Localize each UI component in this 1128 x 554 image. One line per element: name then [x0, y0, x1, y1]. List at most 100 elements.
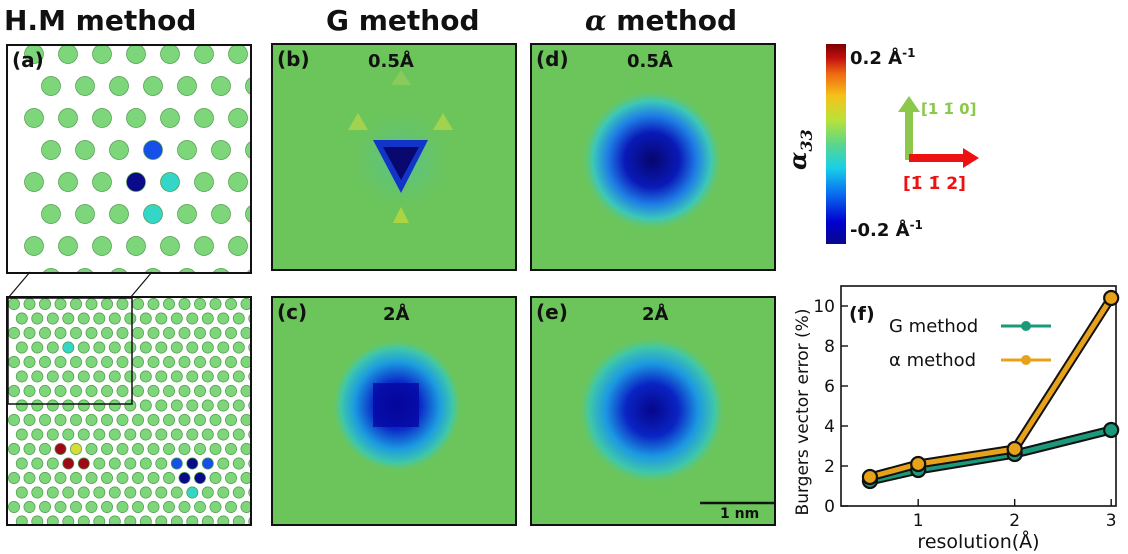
atom [201, 399, 214, 412]
atom [160, 46, 180, 64]
atom [248, 372, 250, 381]
panel-e-field [577, 335, 774, 505]
atom [54, 327, 67, 339]
atom [124, 486, 137, 499]
arrow-up-head [898, 96, 920, 112]
atom [77, 486, 90, 499]
atom [245, 77, 250, 95]
panel-d-core [580, 88, 724, 232]
x-axis-label: resolution(Å) [917, 530, 1039, 552]
panel-b-label: (b) [277, 47, 310, 71]
atom [77, 268, 93, 272]
atom [92, 172, 112, 192]
atom [155, 486, 168, 499]
atom [177, 76, 197, 96]
atom [217, 428, 230, 441]
atom [31, 457, 44, 470]
atom [23, 327, 36, 339]
atom [147, 472, 160, 484]
atom [139, 428, 152, 441]
atom [232, 515, 245, 524]
atom [46, 341, 59, 354]
atom [132, 298, 144, 310]
atom [41, 76, 61, 96]
atom [232, 399, 245, 412]
atom [225, 443, 237, 455]
atom [39, 385, 51, 397]
y-tick-label: 10 [813, 297, 835, 317]
legend-marker [1021, 321, 1031, 331]
atom [93, 486, 106, 499]
atom [209, 327, 222, 339]
panel-a-overview-lattice [8, 298, 250, 524]
atom [108, 486, 121, 499]
atom [77, 515, 90, 524]
panel-e-label: (e) [536, 300, 568, 324]
atom [58, 236, 78, 256]
atom [147, 327, 160, 339]
atom [70, 414, 82, 426]
atom [217, 399, 230, 412]
atom [8, 472, 20, 484]
atom [225, 501, 237, 513]
atom [24, 108, 44, 128]
atom [85, 298, 98, 310]
atom [116, 298, 129, 310]
legend-label: G method [889, 316, 978, 337]
atom [77, 341, 90, 354]
atom [240, 414, 250, 426]
atom [170, 515, 183, 524]
atom [58, 46, 78, 64]
alpha-title-suffix: method [616, 4, 738, 37]
atom [139, 486, 152, 499]
atom [108, 312, 121, 325]
atom [132, 385, 144, 397]
atom [155, 515, 168, 524]
atom [232, 370, 245, 383]
atom [170, 457, 183, 470]
zoom-connector-lines [7, 271, 153, 299]
atom [211, 204, 231, 224]
atom [217, 515, 230, 524]
colorbar-quantity: α33 [783, 129, 816, 170]
atom [54, 298, 67, 310]
atom [194, 356, 206, 368]
colorbar-max-text: 0.2 Å [850, 48, 903, 69]
atom [163, 356, 175, 368]
atom [217, 370, 230, 383]
atom [163, 385, 175, 397]
atom [186, 341, 199, 354]
atom [170, 428, 183, 441]
legend-label: α method [889, 350, 976, 371]
atom [163, 414, 175, 426]
atom [177, 140, 197, 160]
atom [186, 370, 199, 383]
atom [70, 385, 82, 397]
atom [163, 443, 175, 455]
atom [147, 298, 160, 310]
atom [31, 515, 44, 524]
atom [85, 501, 98, 513]
atom [8, 501, 20, 513]
panel-b: (b) 0.5Å [271, 43, 517, 271]
atom [70, 443, 82, 455]
arrow-up-shaft [905, 110, 913, 160]
colorbar-min-text: -0.2 Å [850, 220, 910, 241]
colorbar-min-exp: -1 [909, 218, 923, 232]
atom [217, 341, 230, 354]
atom [178, 414, 191, 426]
x-tick-label: 1 [913, 511, 924, 531]
atom [108, 341, 121, 354]
atom [46, 428, 59, 441]
atom [85, 414, 98, 426]
atom [124, 399, 137, 412]
atom [194, 501, 206, 513]
atom [217, 486, 230, 499]
atom [93, 312, 106, 325]
atom [124, 370, 137, 383]
atom [170, 399, 183, 412]
atom [39, 443, 51, 455]
atom [155, 457, 168, 470]
atom [124, 515, 137, 524]
atom [23, 356, 36, 368]
